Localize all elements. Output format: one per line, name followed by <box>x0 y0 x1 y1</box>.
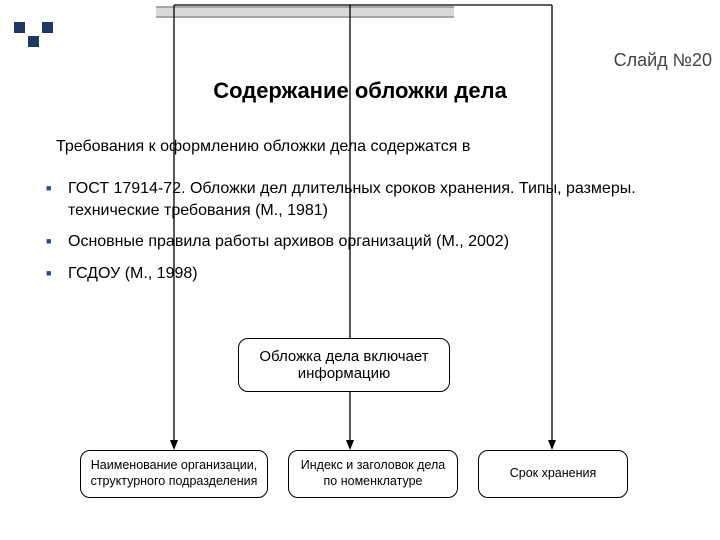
list-item: ГОСТ 17914-72. Обложки дел длительных ср… <box>40 178 670 221</box>
decor-band <box>156 6 454 18</box>
slide-number: Слайд №20 <box>614 50 712 71</box>
decor-square-icon <box>14 22 25 33</box>
decor-square-icon <box>28 36 39 47</box>
diagram-child-box: Наименование организации, структурного п… <box>80 450 268 498</box>
diagram-child-box: Срок хранения <box>478 450 628 498</box>
slide-title: Содержание обложки дела <box>0 78 720 104</box>
bullet-list: ГОСТ 17914-72. Обложки дел длительных ср… <box>40 178 670 294</box>
decor-square-icon <box>42 22 53 33</box>
diagram-center-box: Обложка дела включает информацию <box>238 338 450 392</box>
list-item: ГСДОУ (М., 1998) <box>40 263 670 285</box>
intro-text: Требования к оформлению обложки дела сод… <box>56 138 470 156</box>
slide: Слайд №20 Содержание обложки дела Требов… <box>0 0 720 540</box>
list-item: Основные правила работы архивов организа… <box>40 231 670 253</box>
diagram-child-box: Индекс и заголовок дела по номенклатуре <box>288 450 458 498</box>
